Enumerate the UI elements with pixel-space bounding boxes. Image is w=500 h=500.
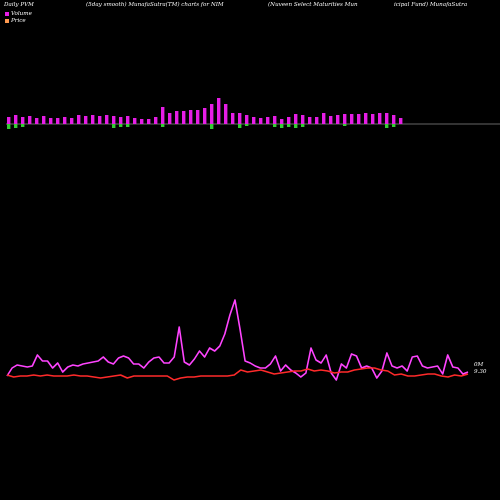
volume-up-bar	[126, 116, 130, 124]
volume-up-bar	[133, 118, 137, 124]
volume-up-bar	[399, 118, 403, 124]
volume-line	[6, 299, 469, 381]
legend-price: Price	[5, 18, 26, 24]
volume-down-bar	[294, 124, 298, 128]
volume-down-bar	[238, 124, 242, 128]
volume-up-bar	[280, 119, 284, 124]
volume-up-bar	[140, 119, 144, 124]
chart-title-segment-3: (Nuveen Select Maturities Mun	[268, 2, 358, 8]
volume-down-bar	[301, 124, 305, 127]
legend-volume: Volume	[5, 11, 32, 17]
volume-down-bar	[343, 124, 347, 126]
volume-down-bar	[21, 124, 25, 127]
volume-down-bar	[210, 124, 214, 129]
volume-up-bar	[336, 115, 340, 124]
volume-up-bar	[231, 113, 235, 124]
volume-up-bar	[112, 116, 116, 124]
legend-price-swatch	[5, 19, 9, 23]
legend-price-label: Price	[11, 18, 26, 24]
volume-up-bar	[168, 113, 172, 124]
volume-up-bar	[217, 98, 221, 124]
volume-up-bar	[357, 114, 361, 124]
volume-up-bar	[175, 111, 179, 124]
volume-down-bar	[280, 124, 284, 128]
volume-up-bar	[77, 115, 81, 124]
volume-up-bar	[154, 117, 158, 124]
volume-up-bar	[294, 114, 298, 124]
price-end-label: 9.30	[474, 369, 487, 375]
volume-up-bar	[35, 118, 39, 124]
volume-up-bar	[315, 117, 319, 124]
volume-up-bar	[385, 113, 389, 124]
volume-up-bar	[56, 118, 60, 124]
volume-up-bar	[322, 113, 326, 124]
volume-up-bar	[210, 104, 214, 124]
chart-title-segment-1: Daily PVM	[4, 2, 34, 8]
volume-up-bar	[49, 118, 53, 124]
volume-up-bar	[63, 117, 67, 124]
volume-up-bar	[259, 118, 263, 124]
price-line	[6, 367, 469, 381]
volume-up-bar	[392, 115, 396, 124]
volume-up-bar	[182, 111, 186, 124]
volume-up-bar	[91, 115, 95, 124]
volume-up-bar	[98, 116, 102, 124]
legend-volume-label: Volume	[11, 11, 32, 17]
volume-up-bar	[371, 114, 375, 124]
volume-up-bar	[378, 113, 382, 124]
volume-up-bar	[224, 104, 228, 124]
volume-up-bar	[70, 118, 74, 124]
volume-up-bar	[252, 117, 256, 124]
volume-down-bar	[385, 124, 389, 128]
legend-volume-swatch	[5, 12, 9, 16]
volume-down-bar	[7, 124, 11, 129]
volume-down-bar	[273, 124, 277, 127]
volume-up-bar	[161, 107, 165, 124]
volume-up-bar	[301, 115, 305, 124]
volume-down-bar	[287, 124, 291, 127]
volume-up-bar	[42, 116, 46, 124]
volume-down-bar	[14, 124, 18, 128]
volume-up-bar	[14, 115, 18, 124]
volume-up-bar	[203, 108, 207, 124]
volume-up-bar	[196, 110, 200, 124]
volume-up-bar	[189, 110, 193, 124]
volume-up-bar	[21, 117, 25, 124]
volume-down-bar	[392, 124, 396, 127]
chart-title-segment-2: (5day smooth) MunafaSutra(TM) charts for…	[86, 2, 224, 8]
volume-down-bar	[161, 124, 165, 127]
volume-up-bar	[238, 113, 242, 124]
volume-up-bar	[105, 115, 109, 124]
volume-down-bar	[245, 124, 249, 126]
volume-up-bar	[266, 117, 270, 124]
volume-up-bar	[364, 113, 368, 124]
volume-up-bar	[119, 117, 123, 124]
volume-down-bar	[126, 124, 130, 127]
volume-up-bar	[273, 116, 277, 124]
volume-up-bar	[147, 119, 151, 124]
volume-up-bar	[28, 116, 32, 124]
volume-up-bar	[329, 116, 333, 124]
volume-down-bar	[119, 124, 123, 127]
volume-up-bar	[343, 114, 347, 124]
volume-end-label: 0M	[474, 362, 484, 368]
volume-up-bar	[245, 115, 249, 124]
volume-up-bar	[7, 117, 11, 124]
volume-up-bar	[350, 114, 354, 124]
volume-up-bar	[287, 117, 291, 124]
volume-up-bar	[308, 117, 312, 124]
chart-title-segment-4: icipal Fund) MunafaSutra	[394, 2, 468, 8]
volume-up-bar	[84, 116, 88, 124]
volume-down-bar	[112, 124, 116, 128]
